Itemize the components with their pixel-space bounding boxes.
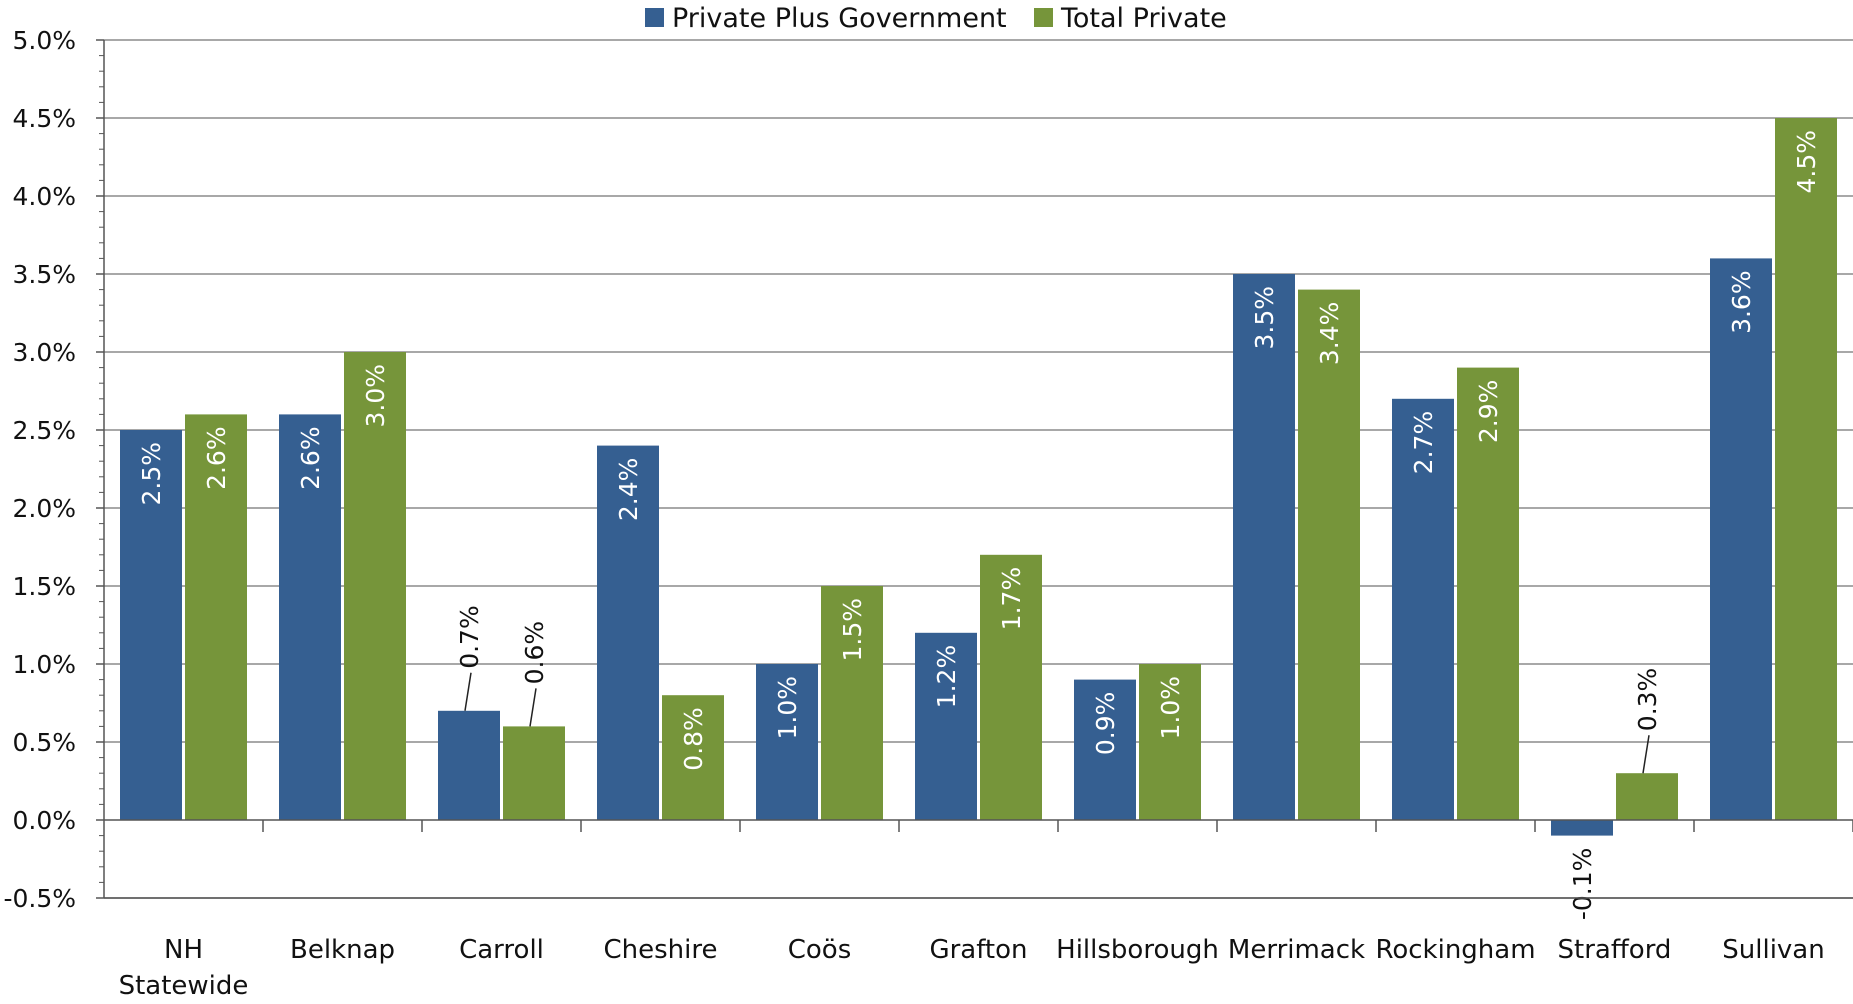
data-label: 0.7%: [455, 605, 484, 669]
data-label: 1.0%: [1156, 676, 1185, 740]
data-label: 4.5%: [1792, 130, 1821, 194]
bar-total-private: [1139, 664, 1201, 820]
x-tick-label: Hillsborough: [1056, 935, 1219, 965]
x-tick-label: Sullivan: [1722, 935, 1824, 965]
x-tick-label: Carroll: [459, 935, 544, 965]
y-tick-label: 4.5%: [12, 104, 76, 133]
x-tick-label: Belknap: [290, 935, 395, 965]
bar-total-private: [344, 352, 406, 820]
x-tick-label: Statewide: [119, 971, 249, 1000]
bar-total-private: [821, 586, 883, 820]
bar-private-plus-government: [279, 414, 341, 820]
y-tick-label: 1.5%: [12, 572, 76, 601]
bar-private-plus-government: [756, 664, 818, 820]
label-leader-line: [529, 688, 537, 727]
data-label: 2.7%: [1409, 411, 1438, 475]
y-tick-label: 0.0%: [12, 806, 76, 835]
bar-private-plus-government: [1074, 679, 1136, 820]
x-tick-label: Rockingham: [1375, 935, 1535, 965]
x-tick-label: Coös: [788, 935, 852, 965]
bar-total-private: [185, 414, 247, 820]
data-label: 0.9%: [1091, 692, 1120, 756]
bar-total-private: [1457, 367, 1519, 820]
data-label: 2.4%: [614, 458, 643, 522]
bar-total-private: [1775, 118, 1837, 820]
bar-private-plus-government: [1551, 820, 1613, 836]
x-tick-label: Merrimack: [1228, 935, 1365, 965]
y-tick-label: 0.5%: [12, 728, 76, 757]
x-tick-label: Strafford: [1558, 935, 1672, 965]
bar-private-plus-government: [1392, 398, 1454, 820]
data-label: 3.6%: [1727, 270, 1756, 334]
data-label: 1.0%: [773, 676, 802, 740]
bar-total-private: [980, 554, 1042, 820]
bar-total-private: [1616, 773, 1678, 820]
y-tick-label: 2.5%: [12, 416, 76, 445]
data-label: 2.6%: [296, 426, 325, 490]
data-label: 3.0%: [361, 364, 390, 428]
bar-private-plus-government: [1710, 258, 1772, 820]
data-label: 1.7%: [997, 567, 1026, 631]
data-label: 1.5%: [838, 598, 867, 662]
bar-private-plus-government: [438, 710, 500, 820]
data-label: 0.8%: [679, 707, 708, 771]
legend-swatch: [1034, 8, 1053, 27]
y-tick-label: 3.0%: [12, 338, 76, 367]
legend-label: Total Private: [1060, 3, 1227, 34]
data-label: 0.3%: [1633, 668, 1662, 732]
y-tick-label: 2.0%: [12, 494, 76, 523]
data-label: 2.5%: [137, 442, 166, 506]
legend-swatch: [645, 8, 664, 27]
data-label: 1.2%: [932, 645, 961, 709]
bar-private-plus-government: [597, 445, 659, 820]
bar-total-private: [503, 726, 565, 820]
data-label: 2.9%: [1474, 380, 1503, 444]
y-tick-label: 1.0%: [12, 650, 76, 679]
bar-private-plus-government: [915, 632, 977, 820]
bar-total-private: [1298, 289, 1360, 821]
bar-total-private: [662, 695, 724, 820]
y-tick-label: -0.5%: [3, 884, 76, 913]
data-label: -0.1%: [1568, 848, 1597, 921]
label-leader-line: [1642, 735, 1650, 774]
y-tick-label: 3.5%: [12, 260, 76, 289]
legend-label: Private Plus Government: [672, 3, 1007, 34]
bar-private-plus-government: [1233, 274, 1295, 820]
data-label: 3.5%: [1250, 286, 1279, 350]
x-tick-label: Grafton: [929, 935, 1027, 965]
x-tick-label: NH: [164, 935, 203, 965]
label-leader-line: [464, 672, 472, 711]
x-tick-label: Cheshire: [604, 935, 718, 965]
y-tick-label: 4.0%: [12, 182, 76, 211]
data-label: 3.4%: [1315, 302, 1344, 366]
data-label: 2.6%: [202, 426, 231, 490]
data-label: 0.6%: [520, 621, 549, 685]
y-tick-label: 5.0%: [12, 26, 76, 55]
bar-private-plus-government: [120, 430, 182, 820]
